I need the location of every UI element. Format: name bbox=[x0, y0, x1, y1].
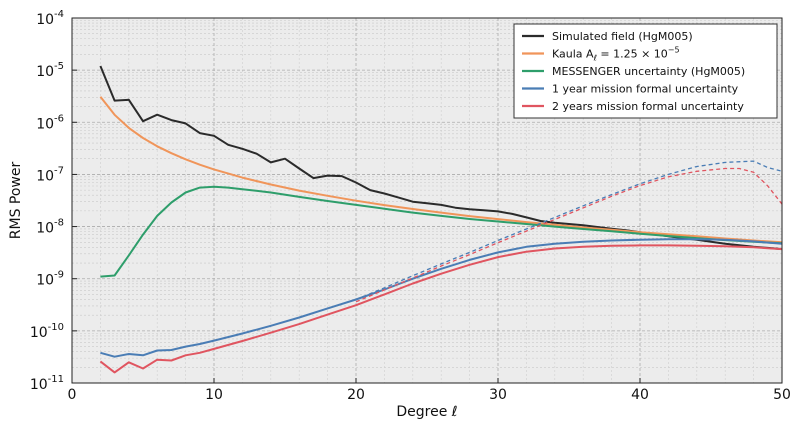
x-tick-label: 40 bbox=[631, 387, 649, 403]
x-tick-label: 50 bbox=[773, 387, 791, 403]
legend-label: Simulated field (HgM005) bbox=[552, 30, 693, 43]
series-layer bbox=[99, 65, 783, 374]
series-line-2 bbox=[100, 185, 783, 278]
legend: Simulated field (HgM005) Kaula Aℓ = 1.25 … bbox=[513, 23, 778, 119]
x-axis: 0 10 20 30 40 50 bbox=[68, 378, 791, 403]
series-line-4 bbox=[355, 160, 783, 301]
x-tick-label: 30 bbox=[489, 387, 507, 403]
series-line-1 bbox=[99, 96, 783, 244]
legend-box bbox=[513, 23, 778, 119]
y-tick-label: 10-8 bbox=[36, 218, 64, 237]
legend-items: Simulated field (HgM005) Kaula Aℓ = 1.25 … bbox=[522, 30, 745, 113]
y-tick-label: 10-5 bbox=[36, 61, 64, 80]
y-tick-label: 10-9 bbox=[36, 270, 64, 289]
y-tick-label: 10-4 bbox=[36, 9, 64, 28]
y-tick-label: 10-10 bbox=[30, 322, 64, 341]
x-tick-label: 0 bbox=[68, 387, 77, 403]
legend-label: 2 years mission formal uncertainty bbox=[552, 100, 744, 113]
y-axis: 10-11 10-10 10-9 10-8 10-7 10-6 10-5 10-4 bbox=[30, 9, 77, 393]
plot-frame bbox=[71, 17, 783, 384]
legend-label: Kaula Aℓ = 1.25 × 10−5 bbox=[552, 46, 680, 63]
legend-label: 1 year mission formal uncertainty bbox=[552, 83, 739, 96]
y-axis-label: RMS Power bbox=[8, 162, 24, 240]
x-axis-label: Degree ℓ bbox=[396, 404, 457, 420]
x-tick-label: 10 bbox=[205, 387, 223, 403]
y-tick-label: 10-7 bbox=[36, 165, 64, 184]
y-tick-label: 10-11 bbox=[30, 374, 64, 393]
y-tick-label: 10-6 bbox=[36, 113, 64, 132]
series-line-6 bbox=[355, 167, 783, 303]
legend-label: MESSENGER uncertainty (HgM005) bbox=[552, 65, 745, 78]
x-tick-label: 20 bbox=[347, 387, 365, 403]
series-line-5 bbox=[99, 244, 783, 374]
